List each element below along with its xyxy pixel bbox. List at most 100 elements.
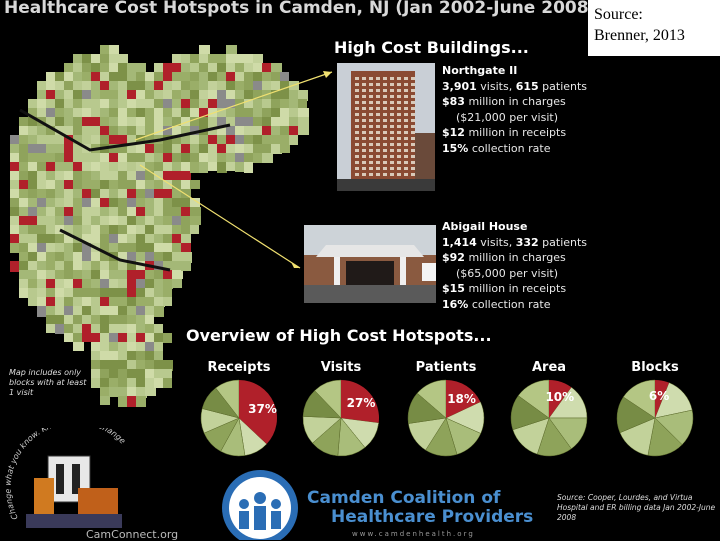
map-block <box>46 216 57 226</box>
map-block <box>127 396 136 407</box>
map-block <box>100 297 109 308</box>
map-block <box>109 126 120 135</box>
map-block <box>64 162 73 173</box>
map-block <box>37 126 46 135</box>
map-block <box>271 90 280 99</box>
map-block <box>28 135 39 146</box>
northgate-photo <box>337 63 435 191</box>
map-block <box>235 90 244 100</box>
building-window <box>404 119 408 122</box>
map-block <box>82 306 93 315</box>
map-block <box>118 243 129 253</box>
map-block <box>64 243 73 254</box>
map-block <box>73 99 82 109</box>
map-block <box>145 360 155 370</box>
map-block <box>154 99 165 108</box>
map-block <box>127 189 136 198</box>
pie-patients <box>407 379 485 457</box>
map-block <box>127 207 138 216</box>
map-block <box>145 234 155 243</box>
map-block <box>253 72 263 81</box>
map-block <box>91 198 102 208</box>
map-block <box>172 153 183 164</box>
map-block <box>10 135 21 144</box>
map-block <box>235 54 244 65</box>
map-block <box>163 216 173 226</box>
map-block <box>82 126 91 137</box>
map-block <box>64 99 73 110</box>
map-block <box>127 342 137 351</box>
map-block <box>19 216 29 226</box>
map-block <box>73 54 83 64</box>
map-block <box>118 108 129 118</box>
stat-text: visits, <box>476 235 516 249</box>
map-block <box>28 171 38 181</box>
map-block <box>145 81 156 92</box>
map-block <box>19 243 28 253</box>
map-block <box>109 90 118 99</box>
map-block <box>235 72 245 81</box>
map-block <box>73 72 82 83</box>
map-block <box>145 198 156 208</box>
map-block <box>28 225 37 236</box>
map-block <box>172 144 182 153</box>
map-block <box>145 72 154 83</box>
map-block <box>55 144 66 153</box>
map-block <box>136 252 145 261</box>
map-block <box>37 99 48 110</box>
map-block <box>181 243 191 253</box>
map-block <box>46 252 56 263</box>
arrow-northgate <box>134 71 333 141</box>
map-block <box>55 288 66 298</box>
map-block <box>118 369 128 380</box>
map-block <box>163 189 174 200</box>
map-block <box>172 63 181 73</box>
map-block <box>244 135 255 145</box>
map-block <box>91 225 101 236</box>
abigail-photo <box>304 225 436 303</box>
map-block <box>154 189 165 200</box>
map-block <box>19 225 29 234</box>
map-block <box>64 171 74 180</box>
map-block <box>28 117 38 128</box>
map-block <box>28 216 39 225</box>
map-block <box>37 297 48 308</box>
stat-text: ($65,000 per visit) <box>456 266 559 280</box>
building-window <box>390 95 394 98</box>
map-block <box>109 207 119 218</box>
map-block <box>109 234 119 243</box>
map-block <box>28 99 37 108</box>
map-block <box>190 54 199 64</box>
map-block <box>37 243 47 254</box>
map-block <box>46 198 56 209</box>
map-block <box>199 72 208 81</box>
map-block <box>172 270 183 279</box>
map-block <box>163 369 172 378</box>
map-block <box>109 270 119 279</box>
map-block <box>28 207 39 216</box>
building-window <box>411 107 415 110</box>
map-block <box>64 81 74 90</box>
building-window <box>376 131 380 134</box>
map-block <box>154 207 164 218</box>
building-window <box>383 155 387 158</box>
map-block <box>172 117 181 126</box>
building-window <box>390 149 394 152</box>
map-block <box>28 234 39 245</box>
map-block <box>127 225 138 236</box>
building-window <box>397 83 401 86</box>
map-block <box>28 162 37 171</box>
building-stat-line: $15 million in receipts <box>442 281 587 297</box>
map-block <box>163 72 172 81</box>
map-block <box>127 324 137 333</box>
map-block <box>10 207 21 218</box>
stat-value: 332 <box>515 235 539 249</box>
map-block <box>154 306 164 317</box>
building-window <box>411 167 415 170</box>
map-block <box>55 207 65 218</box>
map-block <box>37 162 46 172</box>
map-block <box>190 225 199 234</box>
map-block <box>226 72 236 81</box>
map-block <box>253 135 263 144</box>
map-blocks <box>10 45 309 407</box>
